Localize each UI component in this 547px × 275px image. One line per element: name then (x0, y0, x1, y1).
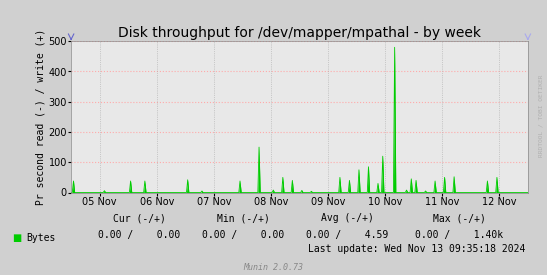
Y-axis label: Pr second read (-) / write (+): Pr second read (-) / write (+) (36, 29, 45, 205)
Text: ■: ■ (12, 233, 21, 243)
Text: Bytes: Bytes (26, 233, 56, 243)
Title: Disk throughput for /dev/mapper/mpathal - by week: Disk throughput for /dev/mapper/mpathal … (118, 26, 481, 40)
Text: Avg (-/+): Avg (-/+) (321, 213, 374, 223)
Text: Munin 2.0.73: Munin 2.0.73 (243, 263, 304, 272)
Text: 0.00 /    1.40k: 0.00 / 1.40k (415, 230, 504, 240)
Text: 0.00 /    0.00: 0.00 / 0.00 (98, 230, 181, 240)
Text: Min (-/+): Min (-/+) (217, 213, 270, 223)
Text: 0.00 /    0.00: 0.00 / 0.00 (202, 230, 284, 240)
Text: Max (-/+): Max (-/+) (433, 213, 486, 223)
Text: 0.00 /    4.59: 0.00 / 4.59 (306, 230, 388, 240)
Text: Cur (-/+): Cur (-/+) (113, 213, 166, 223)
Text: RRDTOOL / TOBI OETIKER: RRDTOOL / TOBI OETIKER (538, 74, 543, 157)
Text: Last update: Wed Nov 13 09:35:18 2024: Last update: Wed Nov 13 09:35:18 2024 (308, 244, 525, 254)
